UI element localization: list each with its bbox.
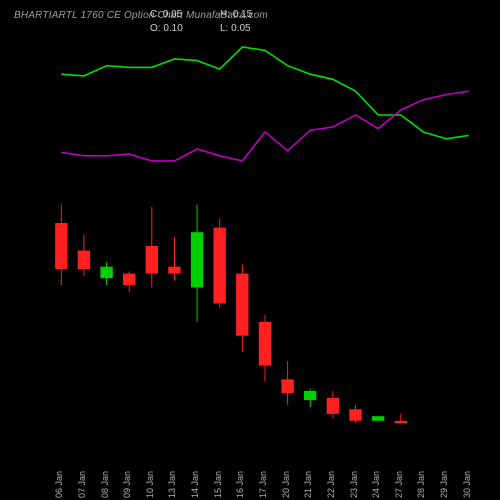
candle-body [123, 274, 135, 286]
x-axis-label: 09 Jan [122, 471, 132, 498]
x-axis-label: 22 Jan [326, 471, 336, 498]
candle-body [395, 421, 407, 423]
x-axis-label: 06 Jan [54, 471, 64, 498]
candle-body [304, 391, 316, 400]
x-axis-label: 27 Jan [394, 471, 404, 498]
candle-body [259, 322, 271, 366]
candle-body [168, 267, 180, 274]
chart-root: BHARTIARTL 1760 CE Option Chart MunafaSa… [0, 0, 500, 500]
x-axis-label: 16 Jan [235, 471, 245, 498]
candle-body [327, 398, 339, 414]
candle-body [191, 232, 203, 287]
candle-body [281, 379, 293, 393]
x-axis-label: 24 Jan [371, 471, 381, 498]
x-axis-label: 08 Jan [100, 471, 110, 498]
chart-plot [0, 0, 500, 440]
candle-body [78, 251, 90, 269]
candle-body [146, 246, 158, 274]
x-axis-label: 30 Jan [462, 471, 472, 498]
x-axis-label: 14 Jan [190, 471, 200, 498]
x-axis-label: 21 Jan [303, 471, 313, 498]
x-axis-label: 10 Jan [145, 471, 155, 498]
x-axis-label: 29 Jan [439, 471, 449, 498]
candle-body [349, 409, 361, 421]
candle-body [100, 267, 112, 279]
x-axis-labels: 06 Jan 07 Jan 08 Jan 09 Jan 10 Jan 13 Jan 14 J… [0, 438, 500, 498]
indicator-line [61, 47, 468, 139]
candle-body [236, 274, 248, 336]
x-axis-label: 07 Jan [77, 471, 87, 498]
x-axis-label: 13 Jan [167, 471, 177, 498]
candle-body [372, 416, 384, 421]
indicator-line [61, 91, 468, 161]
x-axis-label: 23 Jan [349, 471, 359, 498]
x-axis-label: 28 Jan [416, 471, 426, 498]
candle-body [214, 228, 226, 304]
x-axis-label: 20 Jan [281, 471, 291, 498]
candle-body [55, 223, 67, 269]
x-axis-label: 15 Jan [213, 471, 223, 498]
x-axis-label: 17 Jan [258, 471, 268, 498]
